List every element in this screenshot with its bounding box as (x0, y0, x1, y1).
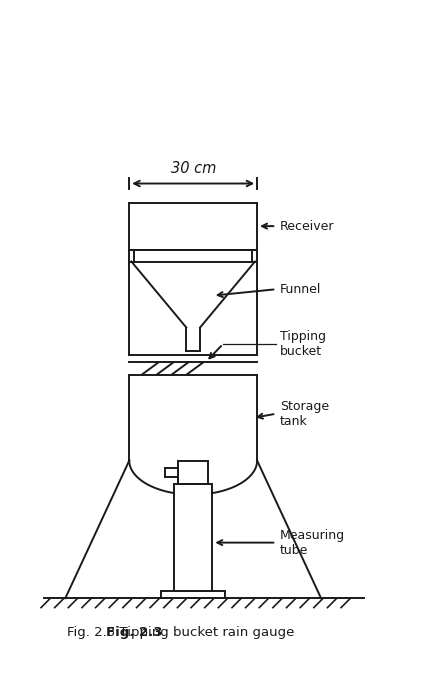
Text: Measuring
tube: Measuring tube (280, 529, 345, 557)
Text: Receiver: Receiver (280, 220, 334, 233)
Bar (161, 590, 225, 598)
Text: Fig. 2.3: Fig. 2.3 (106, 626, 162, 639)
Text: Storage
tank: Storage tank (280, 399, 329, 427)
Bar (174, 484, 212, 590)
Text: Funnel: Funnel (280, 283, 321, 296)
Text: Fig. 2.3 Tipping bucket rain gauge: Fig. 2.3 Tipping bucket rain gauge (67, 626, 294, 639)
Text: 30 cm: 30 cm (170, 161, 216, 176)
Text: Tipping
bucket: Tipping bucket (280, 330, 326, 358)
